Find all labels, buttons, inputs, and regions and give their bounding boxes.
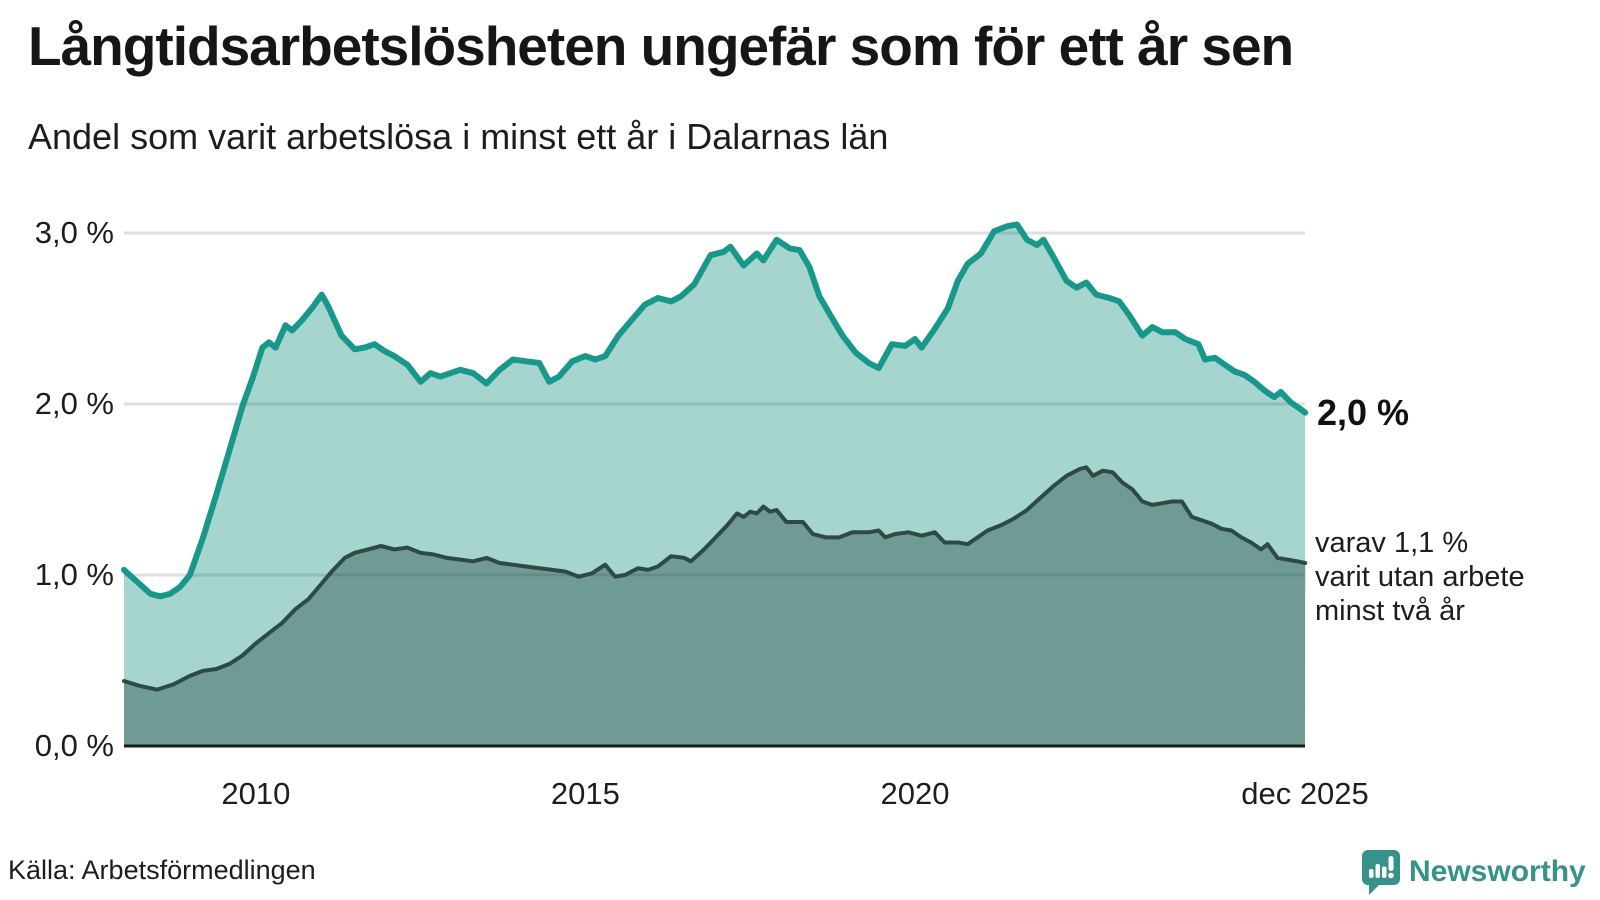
source-note: Källa: Arbetsförmedlingen [8, 855, 316, 885]
end-label-two-year: varav 1,1 % varit utan arbete minst två … [1315, 527, 1525, 627]
x-axis-label: 2020 [880, 776, 950, 811]
y-axis-label: 1,0 % [34, 557, 114, 592]
newsworthy-logo: Newsworthy [1362, 850, 1586, 898]
x-axis-label: dec 2025 [1241, 776, 1369, 811]
y-axis-label: 0,0 % [34, 728, 114, 763]
gridlines [124, 231, 1305, 577]
y-axis-label: 2,0 % [34, 386, 114, 421]
page-title: Långtidsarbetslösheten ungefär som för e… [28, 15, 1294, 77]
y-axis-label: 3,0 % [34, 215, 114, 250]
x-axis-label: 2010 [221, 776, 291, 811]
page-subtitle: Andel som varit arbetslösa i minst ett å… [28, 116, 889, 157]
end-label-total: 2,0 % [1317, 392, 1410, 433]
line-total-series [121, 221, 1309, 600]
x-axis-label: 2015 [550, 776, 620, 811]
newsworthy-speech-bubble-icon [1362, 850, 1400, 895]
newsworthy-wordmark: Newsworthy [1409, 855, 1586, 888]
area-two-year-series [124, 467, 1306, 746]
line-two-year-series [122, 465, 1308, 692]
